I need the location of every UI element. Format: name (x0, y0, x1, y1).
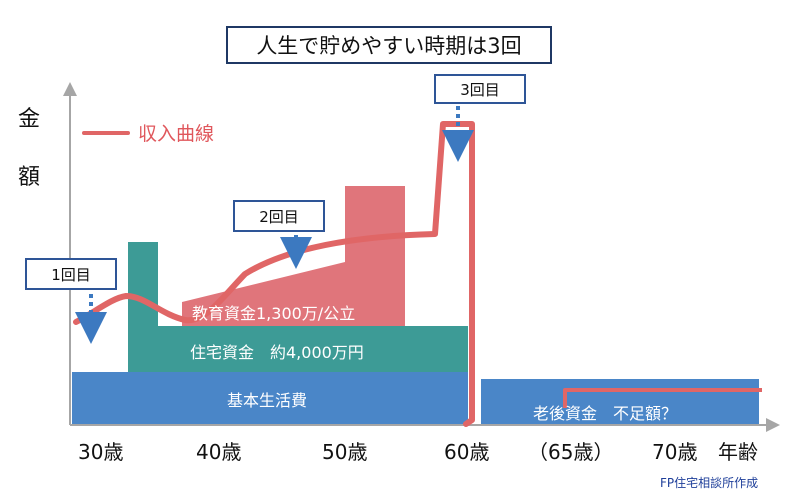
x-tick-70: 70歳 (652, 440, 698, 464)
education-label: 教育資金1,300万/公立 (192, 304, 356, 323)
retirement-label: 老後資金 不足額？ (533, 404, 678, 423)
x-tick-65: （65歳） (528, 440, 614, 464)
y-axis-label-char-2: 額 (18, 165, 41, 190)
basic-living-label: 基本生活費 (227, 391, 308, 410)
basic-living-band (72, 372, 468, 424)
x-axis-arrow (766, 418, 780, 432)
credit-text: FP住宅相談所作成 (660, 476, 759, 490)
housing-label: 住宅資金 約4,000万円 (190, 343, 364, 362)
x-tick-60: 60歳 (444, 440, 490, 464)
period-1-label: 1回目 (25, 258, 117, 290)
legend-income-label: 収入曲線 (138, 123, 215, 145)
x-tick-40: 40歳 (196, 440, 242, 464)
education-band (182, 262, 345, 327)
legend-income-swatch (82, 131, 130, 135)
y-axis-label-char-1: 金 (18, 107, 41, 132)
period-3-label: 3回目 (434, 74, 526, 104)
x-axis-label: 年齢 (718, 440, 758, 464)
x-tick-50: 50歳 (322, 440, 368, 464)
y-axis-arrow (63, 82, 77, 96)
education-tall-block (345, 186, 405, 327)
x-tick-30: 30歳 (78, 440, 124, 464)
chart-title: 人生で貯めやすい時期は3回 (226, 26, 552, 64)
retirement-income-curve (563, 388, 762, 408)
income-curve (73, 121, 475, 427)
retirement-band (481, 379, 759, 424)
housing-band (128, 326, 468, 372)
period-2-label: 2回目 (233, 200, 325, 232)
